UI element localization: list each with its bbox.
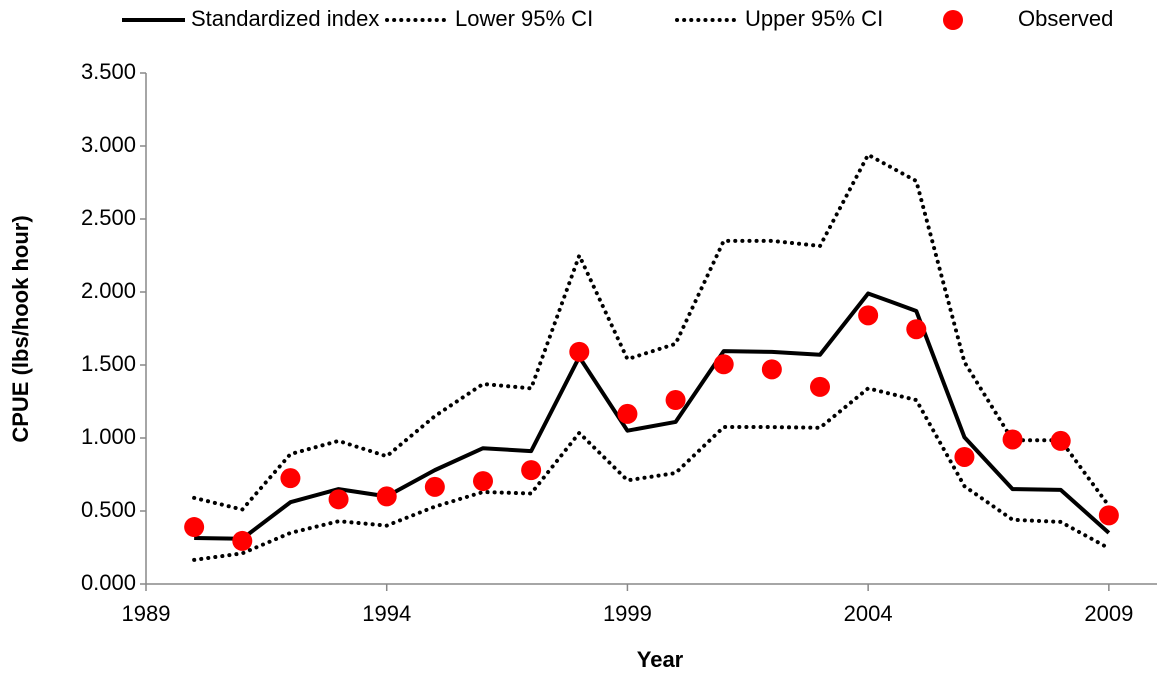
observed-point [328, 489, 349, 510]
y-tick-label: 0.000 [81, 570, 136, 595]
observed-point [761, 359, 782, 380]
observed-point [1002, 429, 1023, 450]
y-tick-label: 1.000 [81, 424, 136, 449]
observed-point [617, 403, 638, 424]
y-tick-label: 2.000 [81, 278, 136, 303]
series-line [192, 152, 1111, 512]
observed-point [521, 460, 542, 481]
legend-label: Upper 95% CI [745, 6, 883, 31]
observed-point [280, 468, 301, 489]
observed-point [858, 305, 879, 326]
legend-label: Lower 95% CI [455, 6, 593, 31]
observed-point [232, 530, 253, 551]
legend-marker [943, 10, 963, 30]
x-tick-label: 2004 [844, 601, 893, 626]
x-tick-label: 2009 [1084, 601, 1133, 626]
x-tick-label: 1994 [362, 601, 411, 626]
observed-point [473, 471, 493, 492]
x-tick-label: 1999 [603, 601, 652, 626]
series-line [192, 386, 1111, 562]
observed-point [713, 354, 734, 375]
observed-point [569, 341, 590, 362]
series-line [194, 291, 1111, 541]
y-tick-label: 3.500 [81, 59, 136, 84]
observed-point [954, 446, 975, 467]
observed-point [424, 476, 445, 497]
observed-point [1098, 505, 1119, 526]
y-tick-label: 1.500 [81, 351, 136, 376]
x-axis-label: Year [637, 647, 684, 672]
observed-point [906, 319, 927, 340]
observed-point [376, 486, 397, 507]
y-axis-label: CPUE (lbs/hook hour) [8, 215, 33, 442]
legend-label: Standardized index [191, 6, 379, 31]
x-tick-label: 1989 [122, 601, 171, 626]
y-tick-label: 3.000 [81, 132, 136, 157]
observed-point [184, 517, 205, 538]
y-tick-label: 0.500 [81, 497, 136, 522]
y-tick-label: 2.500 [81, 205, 136, 230]
observed-point [810, 376, 830, 397]
legend-label: Observed [1018, 6, 1113, 31]
observed-point [1050, 430, 1071, 451]
observed-point [665, 390, 686, 411]
